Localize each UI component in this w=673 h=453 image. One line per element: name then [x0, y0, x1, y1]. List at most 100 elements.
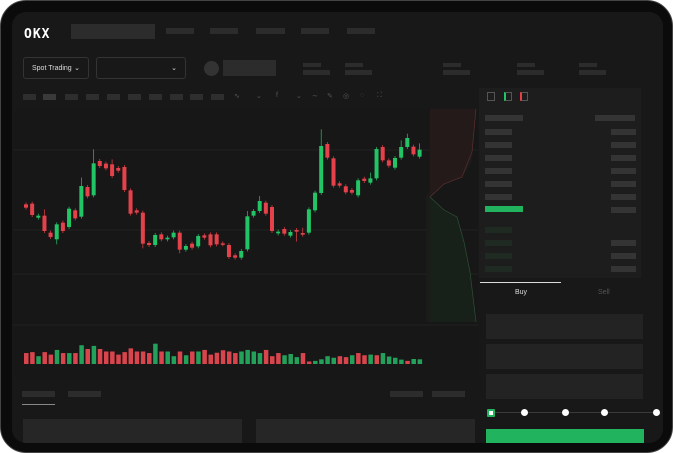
stat-label — [443, 63, 461, 67]
volume-bar — [54, 349, 60, 364]
timeframe-button[interactable] — [149, 94, 162, 100]
orderbook-both-icon[interactable] — [487, 92, 495, 101]
ask-amount — [611, 155, 636, 161]
stat-label — [345, 63, 363, 67]
candle-body — [399, 147, 404, 158]
candle-body — [79, 186, 84, 217]
app-screen: OKX Spot Trading ⌄ ⌄ ∿ ⌄ f ⌄ ∼ ✎ ◎ ◌ ⛶ Bu… — [12, 12, 663, 443]
chevron-down-icon: ⌄ — [171, 65, 177, 72]
candle-body — [116, 168, 121, 171]
candle-body — [356, 180, 361, 196]
fx-icon[interactable]: f — [276, 92, 278, 99]
timeframe-button[interactable] — [107, 94, 120, 100]
nav-item[interactable] — [166, 28, 194, 34]
search-bar[interactable] — [71, 24, 155, 39]
nav-item[interactable] — [210, 28, 238, 34]
pair-dropdown[interactable]: ⌄ — [96, 57, 186, 79]
volume-bar — [349, 355, 355, 364]
bid-amount — [611, 240, 636, 246]
volume-bar — [91, 345, 97, 364]
indicator-icon[interactable]: ∿ — [234, 93, 240, 100]
slider-step[interactable] — [562, 409, 569, 416]
stat-label — [303, 63, 321, 67]
chevron-down-icon[interactable]: ⌄ — [296, 93, 302, 100]
bid-price — [485, 227, 512, 233]
market-type-dropdown[interactable]: Spot Trading ⌄ — [23, 57, 89, 79]
total-input[interactable] — [486, 374, 643, 399]
bottom-action[interactable] — [390, 391, 423, 397]
volume-bar — [270, 356, 275, 364]
timeframe-button[interactable] — [190, 94, 203, 100]
orderbook-asks-icon[interactable] — [520, 92, 528, 101]
bid-amount — [611, 266, 636, 272]
slider-step[interactable] — [601, 409, 608, 416]
nav-item[interactable] — [301, 28, 329, 34]
bottom-tab[interactable] — [22, 391, 55, 397]
nav-item[interactable] — [347, 28, 375, 34]
timeframe-button[interactable] — [128, 94, 141, 100]
timeframe-button[interactable] — [23, 94, 36, 100]
ask-price — [485, 142, 512, 148]
candle-body — [257, 201, 262, 211]
candle-body — [374, 149, 379, 179]
fullscreen-icon[interactable]: ⛶ — [377, 92, 382, 99]
candle-body — [294, 230, 299, 232]
ask-price — [485, 155, 512, 161]
tab-buy[interactable]: Buy — [515, 289, 528, 296]
timeframe-button[interactable] — [43, 94, 56, 100]
slider-step[interactable] — [653, 409, 660, 416]
volume-bar — [214, 352, 220, 364]
volume-bar — [393, 357, 398, 364]
volume-bar — [36, 356, 41, 364]
timeframe-button[interactable] — [86, 94, 99, 100]
amount-input[interactable] — [486, 344, 643, 369]
timeframe-button[interactable] — [65, 94, 78, 100]
candle-body — [325, 144, 330, 158]
ask-amount — [611, 142, 636, 148]
slider-step[interactable] — [521, 409, 528, 416]
active-tab-indicator — [22, 404, 55, 405]
indicator-icon[interactable]: ⌄ — [256, 93, 262, 100]
volume-bar — [97, 349, 103, 364]
volume-bar — [73, 353, 78, 364]
depth-asks-area — [430, 109, 476, 197]
pencil-icon[interactable]: ✎ — [327, 93, 333, 100]
stat-label — [579, 63, 597, 67]
timeframe-button[interactable] — [211, 94, 224, 100]
candle-body — [362, 178, 367, 181]
orderbook-bids-icon[interactable] — [504, 92, 512, 101]
candle-body — [54, 224, 59, 240]
settings-icon[interactable]: ◎ — [343, 93, 350, 100]
stat-value — [443, 70, 470, 75]
bottom-tab[interactable] — [68, 391, 101, 397]
candle-body — [202, 235, 207, 238]
assets-panel — [256, 419, 475, 443]
tab-sell[interactable]: Sell — [598, 289, 610, 296]
timeframe-button[interactable] — [170, 94, 183, 100]
candlestick-chart — [13, 108, 478, 364]
candle-body — [245, 216, 250, 250]
candle-body — [331, 158, 336, 186]
volume-bar — [110, 351, 115, 364]
price-input[interactable] — [486, 314, 643, 339]
candle-body — [97, 161, 102, 166]
nav-item[interactable] — [256, 28, 285, 34]
stat-value — [579, 70, 606, 75]
volume-bar — [405, 360, 410, 364]
camera-icon[interactable]: ◌ — [360, 92, 365, 99]
candle-body — [405, 138, 410, 147]
candle-body — [122, 167, 127, 190]
slider-track[interactable] — [490, 412, 658, 413]
bottom-action[interactable] — [432, 391, 465, 397]
depth-bids-area — [430, 197, 476, 322]
candle-body — [349, 190, 354, 193]
buy-button[interactable] — [486, 429, 644, 443]
slider-handle[interactable] — [487, 409, 495, 417]
volume-bar — [337, 356, 343, 364]
candle-body — [73, 210, 78, 219]
volume-bar — [257, 353, 263, 364]
line-tool-icon[interactable]: ∼ — [312, 93, 318, 100]
volume-bar — [116, 354, 121, 364]
volume-bar — [288, 354, 293, 364]
